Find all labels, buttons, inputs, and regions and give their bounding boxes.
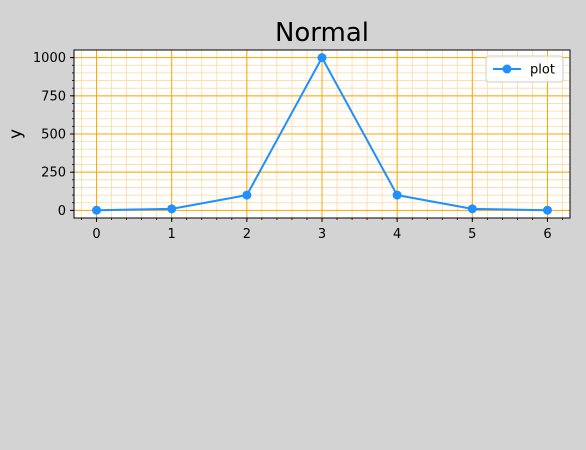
data-point [468, 204, 477, 213]
x-tick-label: 4 [393, 227, 401, 242]
y-tick-label: 250 [41, 166, 66, 181]
x-tick-label: 6 [543, 227, 551, 242]
data-point [393, 191, 402, 200]
data-point [92, 206, 101, 215]
data-point [318, 53, 327, 62]
x-tick-label: 0 [92, 227, 100, 242]
data-point [167, 204, 176, 213]
data-point [543, 206, 552, 215]
y-tick-label: 0 [58, 204, 66, 219]
legend-label: plot [530, 63, 555, 78]
legend-marker-swatch [503, 65, 512, 74]
y-tick-label: 1000 [33, 51, 66, 66]
chart-title: Normal [275, 18, 369, 48]
y-tick-label: 500 [41, 128, 66, 143]
y-axis-label: y [6, 129, 26, 139]
x-tick-label: 3 [318, 227, 326, 242]
legend: plot [486, 56, 563, 82]
y-tick-label: 750 [41, 89, 66, 104]
data-point [242, 191, 251, 200]
x-tick-label: 1 [168, 227, 176, 242]
x-tick-label: 2 [243, 227, 251, 242]
x-tick-label: 5 [468, 227, 476, 242]
